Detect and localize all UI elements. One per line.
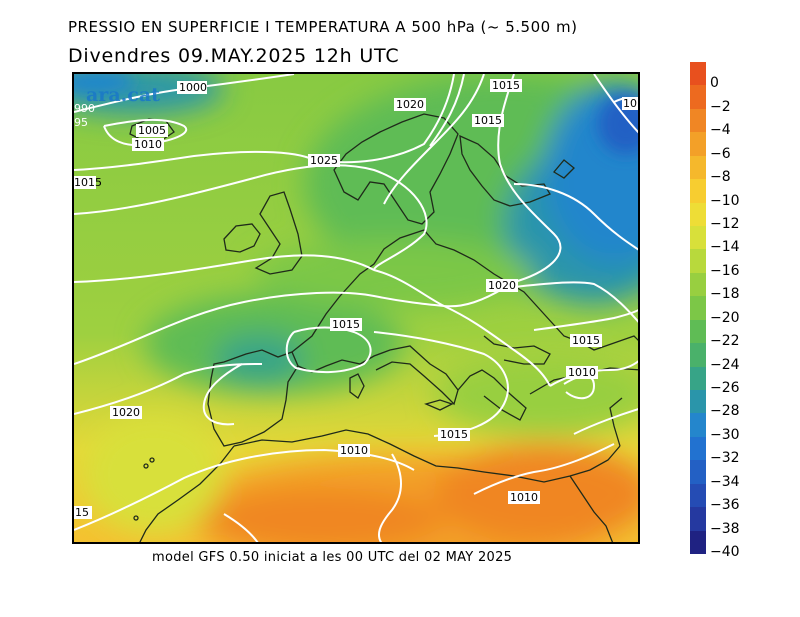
colorbar-label: −12 (710, 216, 740, 232)
colorbar-label: −28 (710, 403, 740, 420)
colorbar-segment (690, 413, 706, 438)
colorbar-label: −14 (710, 239, 740, 256)
colorbar-label: −30 (710, 426, 740, 443)
colorbar-segment (690, 62, 706, 86)
colorbar-label: −22 (710, 333, 740, 350)
isobar-label: 1010 (134, 138, 162, 151)
colorbar-segment (690, 132, 706, 157)
isobar-label: 1015 (74, 176, 102, 189)
map-subtitle: Divendres 09.MAY.2025 12h UTC (68, 45, 400, 67)
isobar-label: 1015 (332, 318, 360, 331)
colorbar-segment (690, 155, 706, 180)
colorbar-label: −40 (710, 544, 740, 560)
colorbar-label: −24 (710, 356, 740, 373)
isobar-label: 1010 (510, 491, 538, 504)
isobar-label: 1015 (474, 114, 502, 127)
isobar-label: 1015 (572, 334, 600, 347)
colorbar-segment (690, 530, 706, 555)
colorbar-segment (690, 202, 706, 227)
model-info: model GFS 0.50 iniciat a les 00 UTC del … (152, 550, 513, 565)
colorbar-segment (690, 226, 706, 250)
isobar-label: 1020 (488, 279, 516, 292)
colorbar-segment (690, 249, 706, 274)
colorbar-label: −16 (710, 262, 740, 279)
colorbar-label: −26 (710, 380, 740, 396)
colorbar-segment (690, 366, 706, 391)
colorbar-label: −38 (710, 520, 740, 537)
isobar-label: 1000 (179, 81, 207, 94)
isobar-label: 1015 (440, 428, 468, 441)
colorbar-segment (690, 460, 706, 485)
isobar-label: 1025 (310, 154, 338, 167)
colorbar-segment (690, 343, 706, 368)
weather-map: 1000 1020 1015 1015 1005 1010 1025 1015 … (72, 72, 640, 544)
colorbar-segment (690, 483, 706, 508)
isobar-label: 990 (74, 102, 95, 115)
isobar-labels: 1000 1020 1015 1015 1005 1010 1025 1015 … (74, 79, 640, 519)
colorbar-segment (690, 179, 706, 204)
colorbar-label: −36 (710, 497, 740, 514)
colorbar-segment (690, 507, 706, 532)
colorbar-segment (690, 296, 706, 321)
colorbar-segment (690, 436, 706, 461)
map-canvas: 1000 1020 1015 1015 1005 1010 1025 1015 … (74, 74, 640, 542)
isobar-label: 1020 (112, 406, 140, 419)
colorbar-segment (690, 272, 706, 297)
watermark-logo: ara.cat (86, 84, 160, 106)
colorbar-label: −18 (710, 286, 740, 303)
colorbar-label: −6 (710, 145, 731, 162)
isobar-label: 101 (623, 97, 640, 110)
colorbar-label: −8 (710, 169, 731, 186)
isobar-label: 1020 (396, 98, 424, 111)
colorbar-label: −34 (710, 473, 740, 490)
isobar-label: 1005 (138, 124, 166, 137)
colorbar-label: −32 (710, 450, 740, 467)
isobar-label: 1010 (340, 444, 368, 457)
map-title: PRESSIO EN SUPERFICIE I TEMPERATURA A 50… (68, 18, 578, 36)
colorbar-segment (690, 108, 706, 133)
colorbar-label: 0 (710, 75, 719, 92)
colorbar-label: −10 (710, 192, 740, 209)
colorbar-segment (690, 390, 706, 414)
isobar-label: 1015 (492, 79, 520, 92)
colorbar-segment (690, 319, 706, 344)
isobar-label: 1010 (568, 366, 596, 379)
isobar-label: 15 (75, 506, 89, 519)
isobar-label: 95 (74, 116, 88, 129)
colorbar-label: −2 (710, 98, 731, 115)
colorbar-segment (690, 85, 706, 110)
colorbar-label: −4 (710, 122, 731, 139)
temperature-colorbar (690, 62, 706, 555)
colorbar-label: −20 (710, 309, 740, 326)
